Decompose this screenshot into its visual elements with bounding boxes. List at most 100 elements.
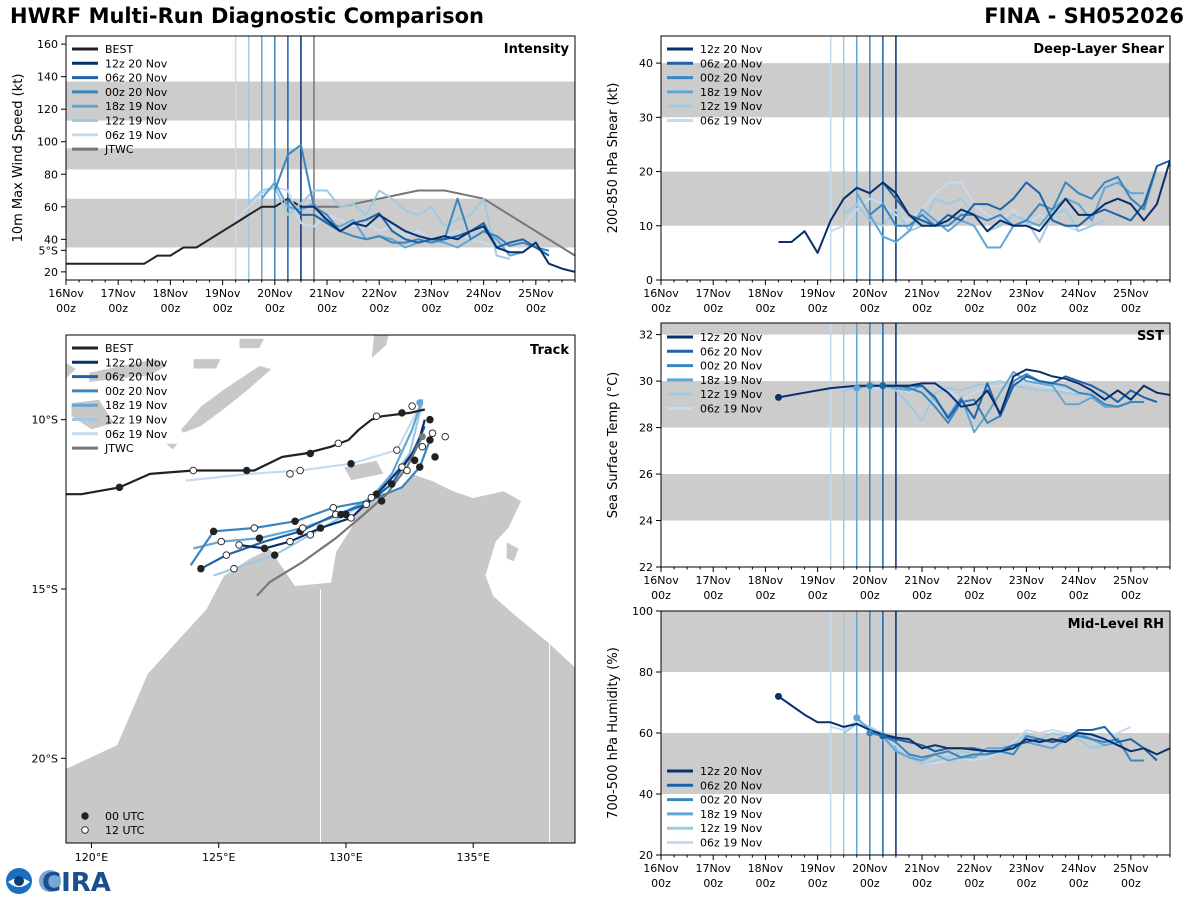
land-sumbawa (66, 361, 77, 380)
track-marker (347, 459, 355, 468)
land-tanimbar (370, 335, 390, 360)
best-track-marker (306, 449, 315, 458)
x-tick-label-day: 20Nov (852, 862, 888, 875)
legend-label: 12z 19 Nov (700, 100, 763, 113)
track-marker (426, 436, 434, 444)
land-wetar (238, 337, 266, 349)
track-marker (418, 443, 427, 451)
page-title: HWRF Multi-Run Diagnostic Comparison (10, 4, 485, 28)
x-tick-label-day: 22Nov (956, 574, 992, 587)
x-tick-label-day: 24Nov (1061, 862, 1097, 875)
x-tick-label-day: 19Nov (800, 862, 836, 875)
x-tick-label-hour: 00z (964, 302, 984, 315)
x-tick-label: 135°E (456, 851, 489, 864)
y-tick-label: 22 (639, 561, 653, 574)
x-tick-label-hour: 00z (651, 302, 671, 315)
intensity-plot-area (66, 36, 575, 280)
legend-label: 12z 20 Nov (105, 356, 168, 369)
x-tick-label-day: 21Nov (904, 574, 940, 587)
track-marker (428, 429, 437, 437)
legend-label: BEST (105, 43, 133, 56)
legend-label: 06z 19 Nov (105, 129, 168, 142)
track-marker (306, 531, 315, 539)
y-axis-label: 10m Max Wind Speed (kt) (11, 74, 26, 243)
x-tick-label: 125°E (202, 851, 235, 864)
shear-series-0 (778, 160, 1170, 254)
x-tick-label-day: 21Nov (904, 287, 940, 300)
legend-label: 12z 19 Nov (700, 388, 763, 401)
x-tick-label-hour: 00z (1069, 877, 1089, 890)
y-tick-label: 100 (632, 605, 653, 618)
legend-label: 18z 19 Nov (105, 100, 168, 113)
storm-id-title: FINA - SH052026 (984, 4, 1184, 28)
legend-label: 06z 19 Nov (700, 115, 763, 128)
legend-label: 18z 19 Nov (105, 399, 168, 412)
legend-label: 06z 20 Nov (700, 779, 763, 792)
x-tick-label-day: 21Nov (904, 862, 940, 875)
track-marker (372, 490, 381, 498)
track-marker (217, 537, 225, 546)
track-marker (286, 537, 294, 546)
legend-label: BEST (105, 342, 133, 355)
shear-series-1 (882, 159, 1170, 227)
track-plot-area (66, 139, 575, 843)
legend-label: 12z 20 Nov (700, 43, 763, 56)
land-flores (88, 358, 169, 383)
y-tick-label: 140 (37, 71, 58, 84)
best-track-marker (115, 483, 124, 492)
sst-init-point-1 (879, 382, 887, 390)
x-tick-label-day: 25Nov (518, 287, 554, 300)
track-marker (222, 551, 231, 559)
track-marker (347, 514, 355, 522)
track-marker (255, 534, 264, 542)
x-tick-label-day: 25Nov (1113, 862, 1149, 875)
x-tick-label-hour: 00z (912, 589, 932, 602)
rh-panel: 16Nov 00z 17Nov 00z 18Nov 00z 19Nov 00z 20Nov 00z… (606, 605, 1171, 890)
track-marker (388, 480, 396, 488)
track-marker (367, 493, 376, 502)
legend-label: 00z 20 Nov (700, 72, 763, 85)
y-tick-label: 40 (639, 57, 653, 70)
x-tick-label-hour: 00z (964, 589, 984, 602)
x-tick-label-day: 25Nov (1113, 574, 1149, 587)
x-tick-label-hour: 00z (912, 877, 932, 890)
x-tick-label-hour: 00z (422, 302, 442, 315)
panel-title: Track (530, 343, 569, 358)
track-marker (291, 517, 299, 526)
track-marker (441, 432, 449, 441)
track-marker (230, 564, 238, 573)
x-tick-label-hour: 00z (651, 589, 671, 602)
x-tick-label-hour: 00z (1121, 877, 1141, 890)
legend-label: 06z 20 Nov (105, 72, 168, 85)
land-halmahera-sula (198, 139, 254, 149)
x-tick-label-hour: 00z (369, 302, 389, 315)
track-marker (209, 527, 218, 536)
track-marker (377, 497, 386, 505)
intensity-best-line (66, 197, 302, 265)
x-tick-label-day: 22Nov (956, 287, 992, 300)
x-tick-label: 120°E (75, 851, 108, 864)
shear-band-1 (661, 63, 1170, 118)
y-tick-label: 40 (44, 233, 58, 246)
y-tick-label: 10°S (32, 414, 58, 427)
x-tick-label-hour: 00z (1121, 302, 1141, 315)
y-tick-label: 60 (639, 727, 653, 740)
y-tick-label: 5°S (39, 244, 58, 257)
panel-title: SST (1137, 329, 1164, 344)
x-tick-label-hour: 00z (912, 302, 932, 315)
x-tick-label-hour: 00z (213, 302, 233, 315)
x-tick-label-day: 23Nov (414, 287, 450, 300)
track-marker (416, 463, 424, 471)
x-tick-label-hour: 00z (1017, 302, 1037, 315)
x-tick-label: 130°E (329, 851, 362, 864)
track-marker (426, 415, 434, 424)
sst-init-point-3 (853, 384, 861, 392)
x-tick-label-day: 21Nov (309, 287, 345, 300)
x-tick-label-hour: 00z (108, 302, 128, 315)
track-marker (260, 544, 269, 553)
x-tick-label-hour: 00z (1069, 589, 1089, 602)
current-position-point (418, 433, 426, 441)
x-tick-label-hour: 00z (808, 589, 828, 602)
intensity-series-1 (287, 198, 550, 257)
legend-label: 12z 20 Nov (700, 331, 763, 344)
